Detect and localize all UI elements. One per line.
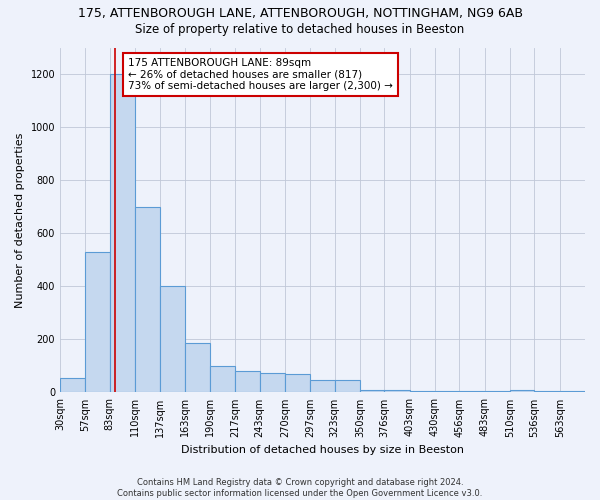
X-axis label: Distribution of detached houses by size in Beeston: Distribution of detached houses by size … <box>181 445 464 455</box>
Bar <box>560 391 585 392</box>
Bar <box>410 391 435 392</box>
Bar <box>160 286 185 393</box>
Bar <box>260 372 285 392</box>
Text: 175, ATTENBOROUGH LANE, ATTENBOROUGH, NOTTINGHAM, NG9 6AB: 175, ATTENBOROUGH LANE, ATTENBOROUGH, NO… <box>77 8 523 20</box>
Bar <box>360 390 385 392</box>
Bar <box>310 380 335 392</box>
Text: Size of property relative to detached houses in Beeston: Size of property relative to detached ho… <box>136 22 464 36</box>
Bar <box>485 391 510 392</box>
Bar <box>135 206 160 392</box>
Text: Contains HM Land Registry data © Crown copyright and database right 2024.
Contai: Contains HM Land Registry data © Crown c… <box>118 478 482 498</box>
Bar <box>335 380 360 392</box>
Y-axis label: Number of detached properties: Number of detached properties <box>15 132 25 308</box>
Bar <box>85 252 110 392</box>
Text: 175 ATTENBOROUGH LANE: 89sqm
← 26% of detached houses are smaller (817)
73% of s: 175 ATTENBOROUGH LANE: 89sqm ← 26% of de… <box>128 58 393 91</box>
Bar <box>435 391 460 392</box>
Bar <box>235 371 260 392</box>
Bar <box>460 391 485 392</box>
Bar <box>110 74 135 392</box>
Bar <box>385 390 410 392</box>
Bar <box>285 374 310 392</box>
Bar <box>210 366 235 392</box>
Bar <box>185 344 210 392</box>
Bar <box>535 391 560 392</box>
Bar <box>510 390 535 392</box>
Bar <box>60 378 85 392</box>
